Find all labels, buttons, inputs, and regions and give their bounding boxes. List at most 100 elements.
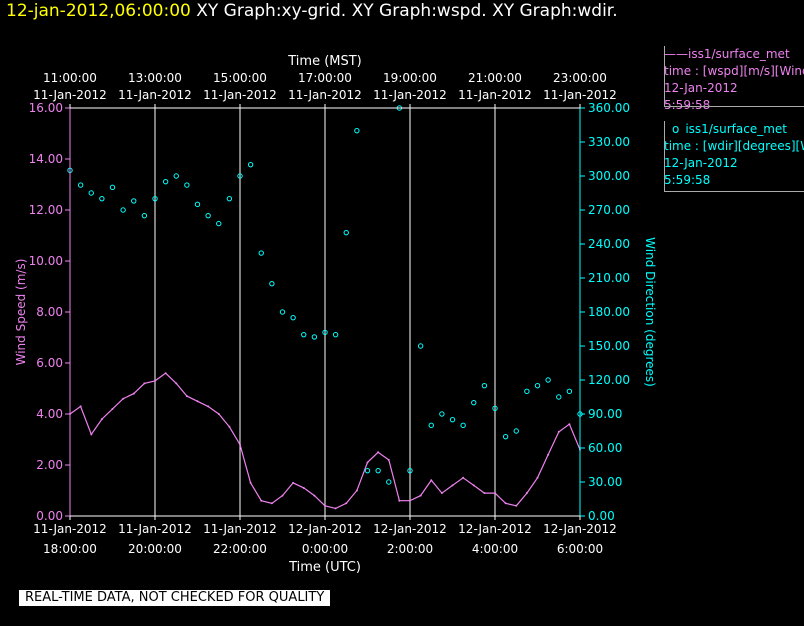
top-tick-time: 21:00:00	[468, 71, 522, 85]
wdir-point	[184, 182, 190, 188]
wspd-point	[345, 502, 348, 505]
wdir-point	[492, 405, 498, 412]
legend-wdir-frame	[664, 121, 804, 192]
wdir-point	[152, 195, 158, 202]
right-tick-label: 270.00	[588, 203, 630, 217]
wdir-point	[545, 377, 551, 383]
wdir-point	[194, 201, 201, 208]
wspd-point	[249, 481, 252, 484]
wdir-point	[375, 467, 381, 474]
legend-wdir-name: o iss1/surface_met	[672, 122, 787, 136]
top-tick-time: 17:00:00	[298, 71, 352, 85]
right-tick-label: 120.00	[588, 373, 630, 387]
wspd-point	[525, 492, 528, 495]
bottom-axis-title: Time (UTC)	[288, 560, 361, 575]
legend-wspd-date: 12-Jan-2012	[664, 81, 738, 95]
wdir-point	[524, 388, 530, 395]
wdir-point	[417, 343, 424, 349]
wspd-point	[281, 494, 284, 497]
wdir-point	[513, 428, 519, 434]
wdir-point	[290, 314, 296, 321]
top-tick-time: 11:00:00	[43, 71, 97, 85]
wdir-point	[534, 382, 541, 389]
legend-wspd-frame	[664, 46, 804, 107]
wspd-point	[260, 499, 263, 502]
wspd-point	[483, 492, 486, 495]
wspd-point	[462, 476, 465, 479]
wspd-point	[175, 382, 178, 385]
right-tick-label: 210.00	[588, 271, 630, 285]
bottom-tick-time: 6:00:00	[557, 542, 603, 556]
wdir-point	[343, 229, 349, 236]
wdir-point	[131, 198, 137, 204]
wdir-point	[173, 173, 179, 179]
left-tick-label: 12.00	[29, 203, 63, 217]
quality-notice: REAL-TIME DATA, NOT CHECKED FOR QUALITY	[19, 590, 331, 606]
wspd-point	[547, 453, 550, 456]
right-tick-label: 240.00	[588, 237, 630, 251]
wspd-point	[377, 451, 380, 454]
left-axis-title: Wind Speed (m/s)	[14, 259, 28, 366]
bottom-tick-date: 12-Jan-2012	[288, 522, 362, 536]
wspd-point	[164, 372, 167, 375]
wspd-point	[568, 423, 571, 426]
bottom-tick-date: 11-Jan-2012	[203, 522, 277, 536]
wdir-point	[109, 184, 116, 191]
left-tick-label: 10.00	[29, 254, 63, 268]
wspd-point	[451, 484, 454, 487]
right-tick-label: 360.00	[588, 101, 630, 115]
graph-list-label: XY Graph:xy-grid. XY Graph:wspd. XY Grap…	[196, 1, 618, 21]
top-tick-time: 19:00:00	[383, 71, 437, 85]
top-tick-date: 11-Jan-2012	[458, 88, 532, 102]
axis-labels: 0.00 2.00 4.00 6.00 8.00 10.00 12.00 14.00 16.00…	[14, 54, 657, 575]
wspd-point	[313, 494, 316, 497]
top-tick-time: 15:00:00	[213, 71, 267, 85]
right-tick-label: 0.00	[588, 509, 615, 523]
left-tick-label: 8.00	[36, 305, 63, 319]
wdir-point	[322, 329, 328, 336]
wdir-point	[120, 207, 126, 213]
wdir-point	[247, 161, 254, 168]
wspd-point	[440, 492, 443, 495]
wspd-point	[472, 484, 475, 487]
wspd-point	[239, 443, 241, 446]
wspd-point	[100, 418, 103, 421]
bottom-tick-time: 2:00:00	[387, 542, 433, 556]
top-tick-date: 11-Jan-2012	[288, 88, 362, 102]
wdir-point	[226, 195, 233, 202]
right-tick-label: 90.00	[588, 407, 622, 421]
wdir-point	[386, 479, 392, 485]
wspd-point	[196, 400, 199, 403]
wdir-point	[88, 190, 94, 196]
wspd-point	[515, 504, 518, 507]
right-tick-label: 330.00	[588, 135, 630, 149]
wdir-point	[460, 422, 466, 429]
left-tick-label: 4.00	[36, 407, 63, 421]
left-tick-label: 0.00	[36, 509, 63, 523]
wspd-point	[228, 425, 231, 428]
top-tick-date: 11-Jan-2012	[543, 88, 617, 102]
wdir-point	[301, 331, 307, 338]
wdir-point	[449, 416, 456, 423]
wspd-point	[207, 405, 210, 408]
wspd-point	[334, 507, 337, 510]
left-tick-label: 14.00	[29, 152, 63, 166]
wdir-point	[428, 422, 434, 429]
wspd-point	[122, 397, 125, 400]
wspd-point	[302, 486, 305, 489]
wspd-point	[536, 476, 539, 479]
wspd-point	[292, 481, 295, 484]
wspd-point	[270, 502, 273, 505]
right-tick-label: 30.00	[588, 475, 622, 489]
legend-wspd: ——iss1/surface_met time : [wspd][m/s][Wi…	[664, 46, 804, 114]
bottom-tick-time: 18:00:00	[43, 542, 97, 556]
wdir-point	[258, 250, 264, 256]
wdir-point	[99, 195, 105, 202]
bottom-tick-time: 20:00:00	[128, 542, 182, 556]
wdir-point	[77, 182, 84, 188]
wspd-point	[132, 392, 135, 395]
wdir-point	[439, 411, 445, 417]
timestamp-label: 12-jan-2012,06:00:00	[6, 1, 191, 21]
top-tick-time: 23:00:00	[553, 71, 607, 85]
bottom-tick-time: 4:00:00	[472, 542, 518, 556]
